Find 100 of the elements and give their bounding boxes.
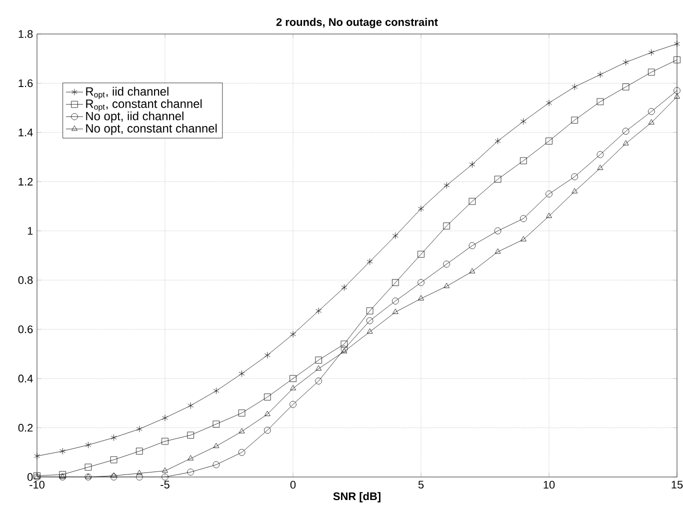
point bbox=[674, 93, 680, 99]
point bbox=[315, 356, 322, 364]
point bbox=[622, 58, 629, 66]
point bbox=[340, 346, 348, 352]
point bbox=[597, 164, 604, 170]
point bbox=[648, 68, 655, 76]
y-tick-label: 0.8 bbox=[18, 276, 33, 284]
x-tick-label: -10 bbox=[30, 480, 44, 489]
point bbox=[366, 258, 373, 266]
point bbox=[444, 182, 450, 189]
point bbox=[622, 128, 630, 135]
y-tick-label: 1.6 bbox=[18, 79, 33, 88]
point bbox=[622, 84, 630, 90]
point bbox=[494, 248, 501, 254]
point bbox=[494, 176, 502, 183]
point bbox=[315, 378, 322, 384]
point bbox=[546, 212, 552, 218]
legend-label: No opt, iid channel bbox=[86, 112, 184, 123]
chart-title: 2 rounds, No outage constraint bbox=[276, 18, 438, 28]
point bbox=[85, 442, 92, 448]
point bbox=[674, 56, 680, 64]
point bbox=[520, 236, 526, 242]
legend-label: No opt, constant channel bbox=[86, 124, 217, 135]
point bbox=[264, 352, 270, 359]
point bbox=[162, 467, 168, 473]
point bbox=[238, 410, 246, 416]
point bbox=[187, 432, 194, 439]
point bbox=[136, 474, 143, 480]
point bbox=[648, 108, 655, 115]
point bbox=[212, 420, 220, 428]
point bbox=[443, 260, 450, 268]
point bbox=[136, 448, 143, 455]
point bbox=[520, 118, 526, 125]
x-tick-label: 5 bbox=[418, 480, 424, 488]
point bbox=[110, 472, 117, 478]
point bbox=[469, 268, 476, 274]
point bbox=[546, 138, 552, 144]
point bbox=[341, 348, 348, 354]
point bbox=[392, 279, 399, 286]
point bbox=[136, 426, 142, 432]
point bbox=[648, 49, 654, 56]
point bbox=[392, 298, 399, 304]
point bbox=[494, 228, 502, 234]
point bbox=[188, 402, 194, 410]
point bbox=[571, 116, 578, 124]
point bbox=[188, 455, 194, 460]
point bbox=[674, 40, 680, 48]
point bbox=[34, 452, 40, 460]
point bbox=[444, 282, 450, 288]
point bbox=[238, 428, 245, 434]
y-tick-label: 1.2 bbox=[18, 178, 33, 186]
point bbox=[162, 438, 168, 445]
point bbox=[290, 375, 296, 382]
point bbox=[110, 456, 118, 464]
point bbox=[238, 370, 245, 378]
point bbox=[340, 340, 348, 348]
x-tick-label: 15 bbox=[672, 480, 683, 488]
point bbox=[341, 284, 348, 291]
y-tick-label: 0.6 bbox=[18, 325, 33, 334]
point bbox=[187, 468, 194, 476]
point bbox=[264, 394, 271, 400]
y-tick-label: 1.8 bbox=[18, 30, 33, 38]
point bbox=[366, 317, 374, 324]
point bbox=[110, 474, 118, 480]
point bbox=[520, 215, 527, 222]
legend-label: R$_{opt}$, constant channel bbox=[86, 99, 202, 112]
point bbox=[597, 71, 604, 78]
point bbox=[110, 434, 117, 442]
point bbox=[648, 119, 654, 124]
point bbox=[162, 414, 168, 422]
point bbox=[596, 151, 604, 158]
point bbox=[316, 307, 322, 314]
point bbox=[494, 138, 501, 144]
y-tick-label: 1.4 bbox=[18, 128, 33, 136]
point bbox=[468, 242, 476, 250]
point bbox=[622, 140, 629, 146]
point bbox=[213, 387, 220, 394]
y-tick-label: 0.2 bbox=[18, 424, 33, 432]
point bbox=[392, 232, 398, 240]
point bbox=[264, 426, 271, 434]
point bbox=[84, 464, 92, 471]
point bbox=[418, 279, 424, 286]
point bbox=[572, 84, 578, 90]
point bbox=[60, 448, 66, 455]
point bbox=[520, 157, 527, 164]
y-tick-label: 0 bbox=[27, 473, 33, 481]
point bbox=[571, 173, 578, 180]
point bbox=[392, 308, 398, 314]
legend-label: R$_{opt}$, iid channel bbox=[86, 86, 168, 100]
point bbox=[366, 328, 373, 334]
point bbox=[468, 198, 476, 205]
point bbox=[546, 190, 552, 198]
x-tick-label: 10 bbox=[544, 480, 555, 489]
point bbox=[213, 442, 220, 448]
x-tick-label: -5 bbox=[160, 480, 170, 488]
point bbox=[264, 410, 270, 416]
point bbox=[162, 474, 168, 480]
point bbox=[59, 471, 66, 478]
point bbox=[546, 100, 552, 106]
x-tick-label: 0 bbox=[290, 480, 296, 489]
